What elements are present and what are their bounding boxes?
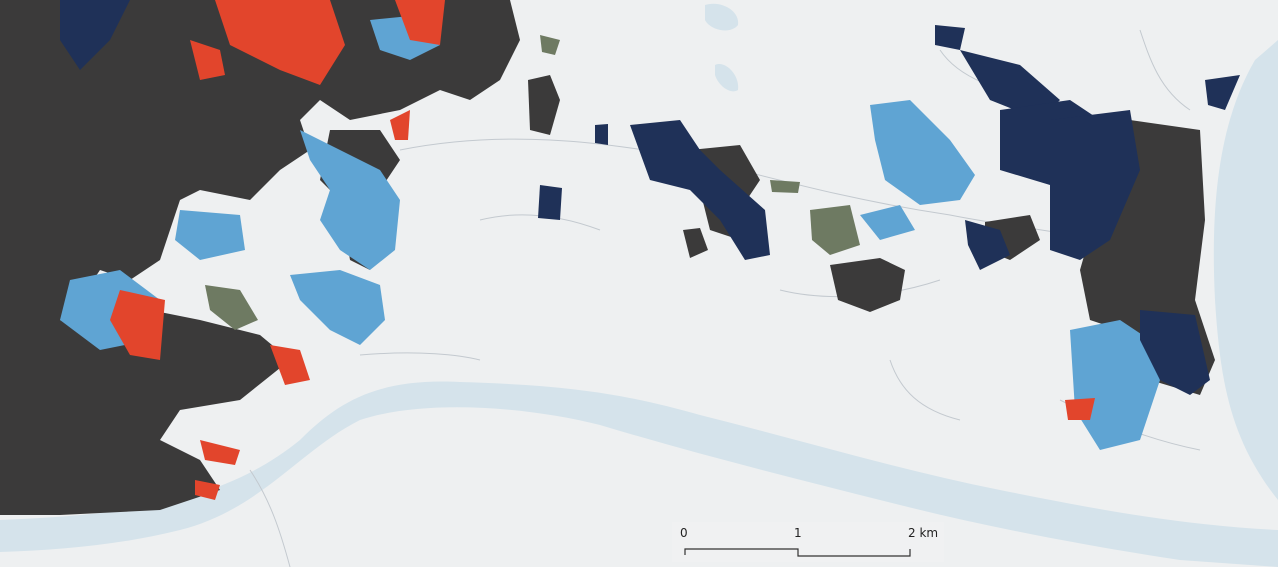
urban-red: [110, 0, 1095, 500]
imagery-patch: [205, 35, 860, 330]
lake: [715, 64, 739, 92]
urban-dark-blue: [60, 0, 1240, 395]
river: [0, 381, 1278, 567]
sea: [1213, 40, 1278, 500]
scale-bar: 0 1 2 km: [672, 522, 944, 562]
lake: [705, 3, 739, 31]
dark-zone: [528, 75, 560, 135]
dark-zone-west: [0, 0, 520, 515]
scale-label-2km: 2 km: [908, 526, 939, 540]
scale-label-0: 0: [680, 526, 688, 540]
dark-zone: [830, 258, 905, 312]
scale-label-1: 1: [794, 526, 802, 540]
dark-zone: [683, 228, 708, 258]
scale-bar-line: [684, 548, 911, 557]
